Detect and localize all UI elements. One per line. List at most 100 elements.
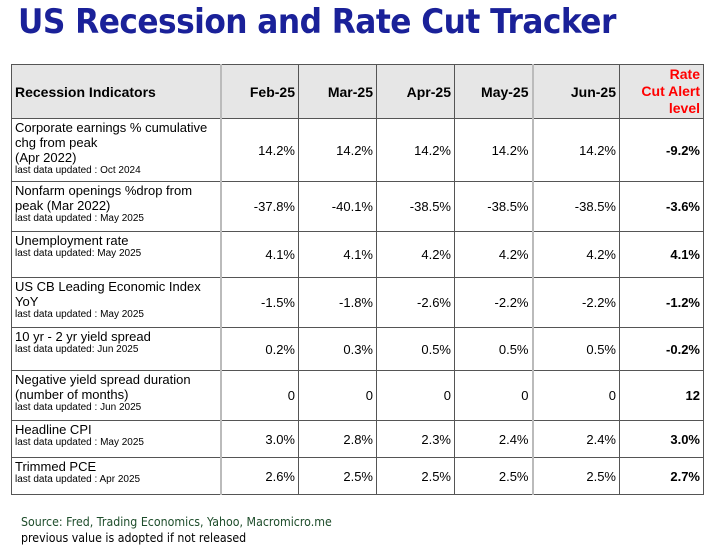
header-month: May-25 — [454, 64, 534, 119]
month-value: -37.8% — [220, 181, 299, 232]
indicator-name: Corporate earnings % cumulative — [15, 120, 208, 135]
last-updated: last data updated : Jun 2025 — [15, 402, 142, 413]
indicator-cell: Trimmed PCE last data updated : Apr 2025 — [11, 457, 222, 495]
last-updated: last data updated : Apr 2025 — [15, 474, 141, 485]
indicator-name: YoY — [15, 294, 39, 309]
month-value: 2.5% — [532, 457, 620, 495]
month-value: 0.3% — [298, 327, 377, 371]
month-value: 0 — [532, 370, 620, 421]
month-value: -1.8% — [298, 277, 377, 328]
rate-cut-alert-value: -9.2% — [619, 118, 704, 182]
month-value: -1.5% — [220, 277, 299, 328]
month-value: 14.2% — [298, 118, 377, 182]
header-alert-line: level — [668, 100, 700, 116]
page-title: US Recession and Rate Cut Tracker — [18, 2, 616, 42]
month-value: 0 — [376, 370, 455, 421]
month-value: -38.5% — [454, 181, 534, 232]
month-value: 14.2% — [532, 118, 620, 182]
indicator-name: Nonfarm openings %drop from — [15, 183, 193, 198]
indicator-name: US CB Leading Economic Index — [15, 279, 201, 294]
rate-cut-alert-value: 12 — [619, 370, 704, 421]
month-value: 0.5% — [376, 327, 455, 371]
last-updated: last data updated : May 2025 — [15, 213, 144, 224]
indicator-name: Negative yield spread duration — [15, 372, 191, 387]
header-recession-indicators: Recession Indicators — [11, 64, 222, 119]
indicator-name: (Apr 2022) — [15, 150, 77, 165]
table-header-row: Recession Indicators Feb-25 Mar-25 Apr-2… — [11, 64, 704, 119]
last-updated: last data updated: May 2025 — [15, 248, 142, 259]
month-value: -2.2% — [532, 277, 620, 328]
month-value: 4.2% — [376, 231, 455, 278]
rate-cut-alert-value: 3.0% — [619, 420, 704, 458]
footer: Source: Fred, Trading Economics, Yahoo, … — [21, 514, 332, 546]
rate-cut-alert-value: -1.2% — [619, 277, 704, 328]
month-value: 2.5% — [298, 457, 377, 495]
month-value: 2.4% — [532, 420, 620, 458]
month-value: 2.8% — [298, 420, 377, 458]
month-value: 4.2% — [532, 231, 620, 278]
indicator-cell: 10 yr - 2 yr yield spread last data updat… — [11, 327, 222, 371]
month-value: 14.2% — [220, 118, 299, 182]
indicator-name: chg from peak — [15, 135, 98, 150]
indicator-name: 10 yr - 2 yr yield spread — [15, 329, 151, 344]
header-month: Apr-25 — [376, 64, 455, 119]
indicator-cell: US CB Leading Economic Index YoY last data… — [11, 277, 222, 328]
month-value: 0.5% — [454, 327, 534, 371]
indicator-name: peak (Mar 2022) — [15, 198, 111, 213]
month-value: -2.2% — [454, 277, 534, 328]
table-row: Corporate earnings % cumulative chg from … — [11, 118, 704, 182]
month-value: 2.5% — [454, 457, 534, 495]
last-updated: last data updated : May 2025 — [15, 309, 144, 320]
header-alert-line: Rate — [669, 66, 700, 82]
table-row: Trimmed PCE last data updated : Apr 2025 2… — [11, 457, 704, 495]
month-value: 2.3% — [376, 420, 455, 458]
last-updated: last data updated : May 2025 — [15, 437, 144, 448]
last-updated: last data updated : Oct 2024 — [15, 165, 141, 176]
table-row: US CB Leading Economic Index YoY last data… — [11, 277, 704, 328]
month-value: 0 — [454, 370, 534, 421]
month-value: 14.2% — [454, 118, 534, 182]
table-row: Nonfarm openings %drop from peak (Mar 202… — [11, 181, 704, 232]
indicator-cell: Unemployment rate last data updated: May … — [11, 231, 222, 278]
table-row: Unemployment rate last data updated: May … — [11, 231, 704, 278]
month-value: 4.2% — [454, 231, 534, 278]
header-alert-line: Cut Alert — [641, 83, 700, 99]
header-month: Jun-25 — [532, 64, 620, 119]
month-value: -40.1% — [298, 181, 377, 232]
table-row: 10 yr - 2 yr yield spread last data updat… — [11, 327, 704, 371]
month-value: 0 — [220, 370, 299, 421]
month-value: 0.5% — [532, 327, 620, 371]
month-value: 4.1% — [220, 231, 299, 278]
last-updated: last data updated: Jun 2025 — [15, 344, 139, 355]
indicator-name: Headline CPI — [15, 422, 92, 437]
indicator-cell: Nonfarm openings %drop from peak (Mar 202… — [11, 181, 222, 232]
month-value: 4.1% — [298, 231, 377, 278]
rate-cut-alert-value: -0.2% — [619, 327, 704, 371]
month-value: -38.5% — [532, 181, 620, 232]
month-value: -2.6% — [376, 277, 455, 328]
rate-cut-alert-value: 2.7% — [619, 457, 704, 495]
month-value: 0.2% — [220, 327, 299, 371]
previous-value-note: previous value is adopted if not release… — [21, 531, 247, 545]
table-row: Negative yield spread duration (number of… — [11, 370, 704, 421]
month-value: -38.5% — [376, 181, 455, 232]
rate-cut-alert-value: -3.6% — [619, 181, 704, 232]
table-row: Headline CPI last data updated : May 2025… — [11, 420, 704, 458]
source-note: Source: Fred, Trading Economics, Yahoo, … — [21, 515, 332, 529]
month-value: 2.6% — [220, 457, 299, 495]
header-rate-cut-alert-level: Rate Cut Alert level — [619, 64, 704, 119]
rate-cut-alert-value: 4.1% — [619, 231, 704, 278]
indicator-name: (number of months) — [15, 387, 129, 402]
month-value: 3.0% — [220, 420, 299, 458]
indicator-cell: Corporate earnings % cumulative chg from … — [11, 118, 222, 182]
month-value: 2.4% — [454, 420, 534, 458]
header-month: Mar-25 — [298, 64, 377, 119]
indicator-cell: Headline CPI last data updated : May 2025 — [11, 420, 222, 458]
indicator-name: Unemployment rate — [15, 233, 129, 248]
month-value: 0 — [298, 370, 377, 421]
month-value: 14.2% — [376, 118, 455, 182]
recession-tracker-table: Recession Indicators Feb-25 Mar-25 Apr-2… — [11, 64, 704, 495]
indicator-name: Trimmed PCE — [15, 459, 97, 474]
month-value: 2.5% — [376, 457, 455, 495]
indicator-cell: Negative yield spread duration (number of… — [11, 370, 222, 421]
